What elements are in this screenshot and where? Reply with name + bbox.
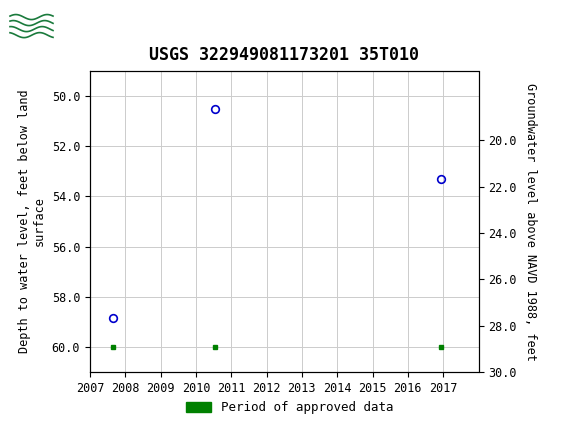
Title: USGS 322949081173201 35T010: USGS 322949081173201 35T010: [149, 46, 419, 64]
Text: USGS: USGS: [61, 12, 125, 33]
Bar: [8, 7, 55, 38]
Y-axis label: Depth to water level, feet below land
surface: Depth to water level, feet below land su…: [18, 89, 46, 353]
Legend: Period of approved data: Period of approved data: [181, 396, 399, 419]
Y-axis label: Groundwater level above NAVD 1988, feet: Groundwater level above NAVD 1988, feet: [524, 83, 536, 360]
